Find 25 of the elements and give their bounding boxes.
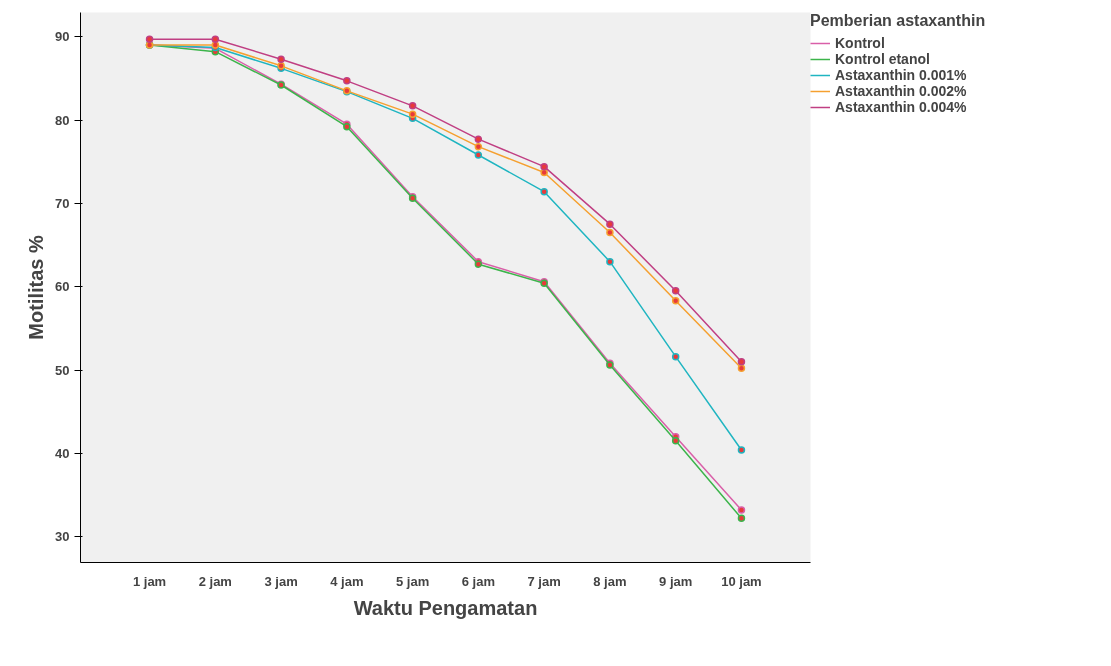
legend-label: Astaxanthin 0.002%	[835, 83, 967, 99]
legend-label: Kontrol etanol	[835, 51, 930, 67]
y-tick-label: 90	[55, 29, 70, 45]
y-tick-label: 50	[55, 362, 70, 378]
x-tick-label: 10 jam	[721, 573, 762, 589]
legend-label: Astaxanthin 0.004%	[835, 99, 967, 115]
x-tick-label: 1 jam	[132, 573, 167, 589]
y-tick-label: 80	[55, 112, 70, 128]
y-tick-label: 40	[55, 445, 70, 461]
x-tick-label: 8 jam	[593, 573, 627, 589]
y-tick-label: 30	[55, 529, 70, 545]
x-tick-label: 5 jam	[396, 573, 430, 589]
x-tick-label: 3 jam	[264, 573, 298, 589]
x-tick-label: 7 jam	[527, 573, 561, 589]
legend-label: Kontrol	[835, 35, 885, 51]
x-axis-title: Waktu Pengamatan	[353, 596, 538, 619]
y-axis-title: Motilitas %	[25, 235, 48, 340]
x-tick-label: 2 jam	[198, 573, 232, 589]
y-tick-label: 70	[55, 195, 70, 211]
y-tick-label: 60	[55, 279, 70, 295]
x-tick-label: 4 jam	[330, 573, 364, 589]
legend-label: Astaxanthin 0.001%	[835, 67, 967, 83]
x-tick-label: 6 jam	[461, 573, 496, 589]
legend-title: Pemberian astaxanthin	[810, 12, 986, 30]
x-tick-label: 9 jam	[659, 573, 693, 589]
